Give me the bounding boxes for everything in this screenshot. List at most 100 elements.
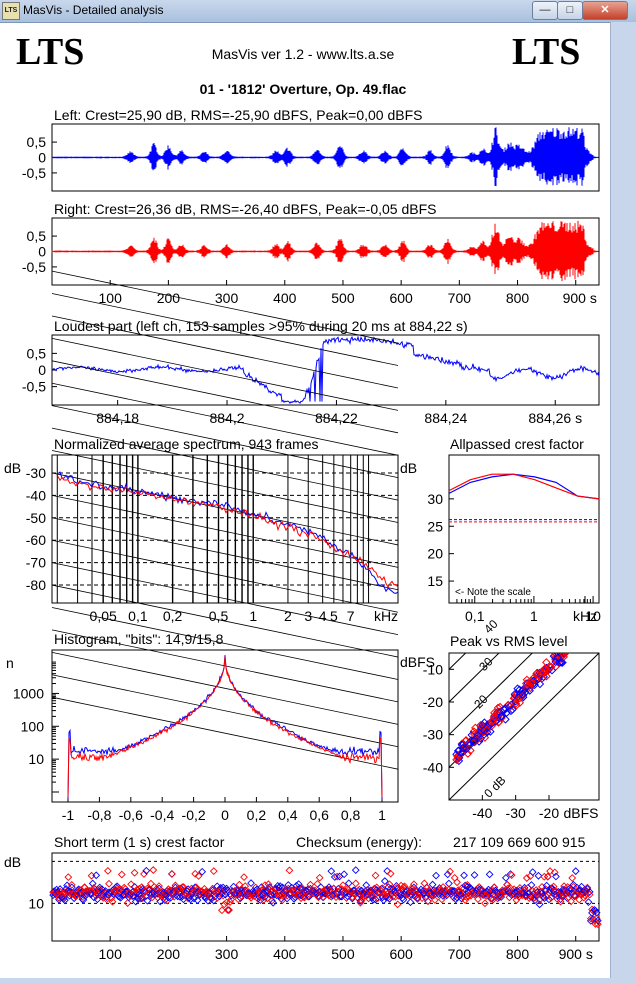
short-term-crest-point [379,896,388,905]
title-bar[interactable]: LTS MasVis - Detailed analysis — □ ✕ [0,0,636,23]
allpassed-crest-ytick-label: 25 [427,518,443,534]
short-term-crest-point [543,872,552,881]
short-term-crest-point [285,866,294,875]
short-term-crest-point [95,883,104,892]
short-term-crest-point [143,896,152,905]
loudest-part-xtick-label: 884,18 [96,410,139,426]
spectrum-xtick-label: 0,5 [209,608,229,624]
short-term-crest-point [507,871,516,880]
allpassed-crest-note: <- Note the scale [455,587,531,598]
peak-vs-rms-ytick-label: -30 [423,727,443,743]
right-waveform-ytick-label: 0 [38,244,46,260]
short-term-crest-point [431,896,439,904]
spectrum-xtick-label: 4 [319,608,327,624]
short-term-crest-point [485,870,494,879]
short-term-crest-point [520,886,529,894]
short-term-crest-point [371,871,380,880]
short-term-crest-point [155,882,163,890]
short-term-crest-point [556,895,565,904]
peak-vs-rms-point [528,674,538,683]
histogram-ytick-label: 10 [28,751,44,767]
short-term-crest-xtick-label: 200 [157,946,181,962]
short-term-crest-point [219,883,228,892]
left-waveform-title: Left: Crest=25,90 dB, RMS=-25,90 dBFS, P… [54,107,422,123]
right-waveform-xtick-label: 400 [273,290,297,306]
short-term-crest-point [474,895,482,903]
short-term-crest-point [534,871,543,880]
peak-vs-rms-point [518,690,527,699]
short-term-crest-point [62,890,70,899]
short-term-crest-point [501,873,510,882]
peak-vs-rms-point [540,665,550,674]
spectrum-ytick-label: -40 [26,487,46,503]
spectrum-ytick-label: -60 [26,532,46,548]
short-term-crest-point [209,867,218,875]
app-icon: LTS [2,2,20,20]
short-term-crest-point [351,879,360,888]
peak-vs-rms-point [586,627,593,634]
peak-vs-rms-point [576,631,583,638]
short-term-crest-point [327,867,336,876]
short-term-crest-point [356,896,365,905]
histogram-series-right [67,656,383,798]
peak-vs-rms-point [574,641,581,648]
peak-vs-rms-point [575,637,582,644]
short-term-crest-point [240,873,248,881]
peak-vs-rms-point [482,725,492,735]
short-term-crest-point [108,897,117,906]
right-waveform-xtick-label: 800 [506,290,530,306]
short-term-crest-point [380,877,389,885]
spectrum-slope-line [51,360,399,434]
short-term-crest-point [294,880,303,889]
short-term-crest-point [373,894,382,902]
short-term-crest-point [424,897,432,906]
short-term-crest-point [470,871,479,879]
short-term-crest-point [591,920,600,928]
peak-vs-rms-point [482,727,492,737]
peak-vs-rms-point [561,653,571,657]
lts-logo-left: LTS [16,31,85,73]
loudest-part-xtick-label: 884,26 s [528,410,582,426]
short-term-crest-point [315,873,324,882]
right-waveform-xtick-label: 700 [448,290,472,306]
short-term-crest-point [130,868,139,877]
short-term-crest-point [265,883,274,892]
spectrum-slope-line [51,450,399,523]
spectrum-slope-line [51,405,399,479]
close-button[interactable]: ✕ [582,1,628,20]
peak-vs-rms-point [526,678,536,687]
peak-vs-rms-point [487,716,497,726]
short-term-crest-point [225,906,233,915]
peak-vs-rms-point [573,634,580,641]
short-term-crest-point [584,898,593,907]
short-term-crest-point [542,881,551,890]
short-term-crest-point [168,870,176,878]
short-term-crest-point [333,872,342,881]
spectrum-ytick-label: -70 [26,555,46,571]
short-term-crest-point [269,898,278,907]
short-term-crest-point [165,886,174,895]
short-term-crest-point [463,881,472,889]
allpassed-crest-title: Allpassed crest factor [450,436,584,452]
right-waveform-ytick-label: 0,5 [27,228,47,244]
spectrum-series-right [57,476,399,588]
short-term-crest-point [193,896,202,905]
histogram-title: Histogram, "bits": 14,9/15,8 [54,631,224,647]
spectrum-xtick-label: kHz [374,608,398,624]
peak-vs-rms-point [586,630,593,637]
short-term-crest-point [121,885,130,893]
allpassed-crest-frame [448,454,600,604]
spectrum-slope-line [51,382,399,456]
short-term-crest-point [406,898,415,907]
spectrum-slope-line [51,539,399,613]
peak-vs-rms-point [582,626,589,633]
peak-vs-rms-diagonal [449,653,599,800]
peak-vs-rms-diagonal [449,653,500,703]
histogram-ylabel: n [6,655,14,671]
short-term-crest-point [335,892,344,901]
histogram-ytick-label: 100 [21,718,45,734]
allpassed-crest-xtick-label: kHz [573,608,597,624]
short-term-crest-point [194,872,203,880]
loudest-part-series [51,335,600,405]
